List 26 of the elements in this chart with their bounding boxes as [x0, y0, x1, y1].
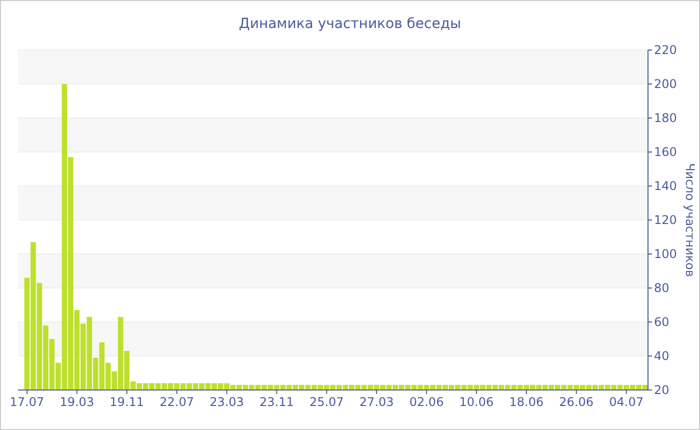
- y-tick-label: 120: [654, 213, 677, 227]
- x-tick-label: 18.06: [509, 395, 544, 409]
- x-tick-label: 25.07: [309, 395, 344, 409]
- x-tick-label: 04.07: [609, 395, 644, 409]
- y-tick-label: 20: [654, 383, 670, 397]
- x-tick-label: 10.06: [459, 395, 494, 409]
- chart-title: Динамика участников беседы: [238, 16, 462, 32]
- x-tick-label: 17.07: [10, 395, 44, 409]
- x-tick-label: 19.03: [60, 395, 94, 409]
- y-tick-label: 160: [654, 145, 677, 159]
- y-tick-label: 140: [654, 179, 677, 193]
- y-tick-label: 80: [654, 281, 670, 295]
- y-tick-label: 180: [654, 111, 677, 125]
- y-tick-label: 60: [654, 315, 670, 329]
- y-axis-title: Число участников: [683, 163, 697, 277]
- x-tick-label: 19.11: [110, 395, 144, 409]
- x-tick-label: 27.03: [359, 395, 394, 409]
- x-tick-label: 22.07: [160, 395, 194, 409]
- y-tick-label: 220: [654, 43, 677, 57]
- y-tick-label: 200: [654, 77, 677, 91]
- x-tick-label: 23.03: [210, 395, 244, 409]
- x-tick-label: 02.06: [409, 395, 444, 409]
- y-tick-label: 40: [654, 349, 670, 363]
- x-tick-label: 26.06: [559, 395, 594, 409]
- x-tick-label: 23.11: [260, 395, 294, 409]
- y-tick-label: 100: [654, 247, 677, 261]
